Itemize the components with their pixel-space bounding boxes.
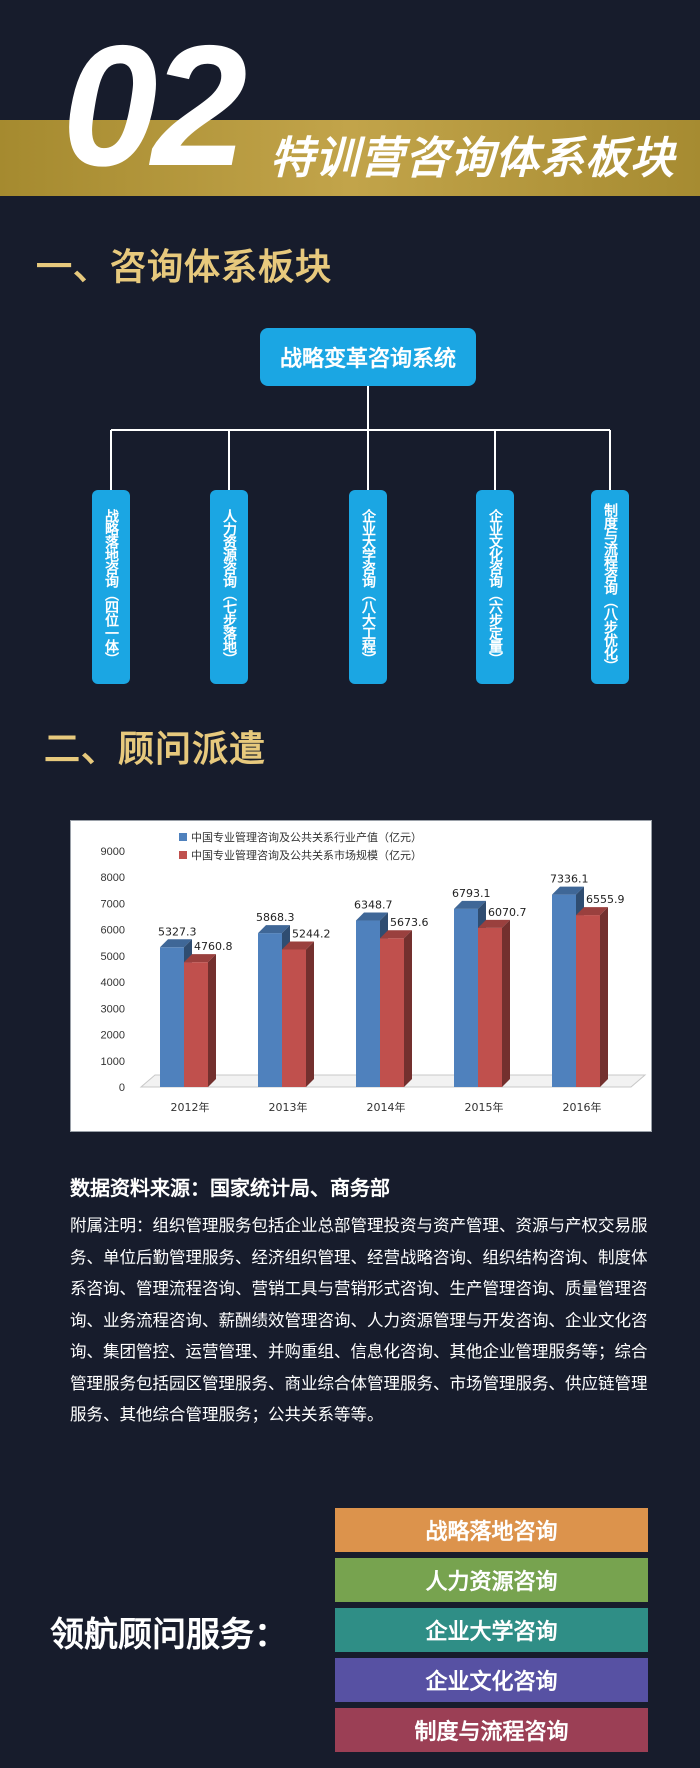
bar-top [478, 919, 510, 928]
bar-top [454, 900, 486, 909]
footnote: 附属注明：组织管理服务包括企业总部管理投资与资产管理、资源与产权交易服务、单位后… [70, 1216, 648, 1424]
bar-value-label: 5673.6 [390, 916, 429, 929]
y-tick-label: 7000 [101, 898, 125, 910]
org-root-node: 战略变革咨询系统 [260, 328, 476, 386]
bar-value-label: 5868.3 [256, 911, 295, 924]
y-tick-label: 8000 [101, 872, 125, 884]
bar-front [576, 915, 600, 1087]
data-source: 数据资料来源：国家统计局、商务部 [70, 1176, 390, 1200]
bar-front [356, 920, 380, 1087]
bar-side [502, 919, 510, 1087]
bar-front [282, 949, 306, 1087]
y-tick-label: 3000 [101, 1003, 125, 1015]
org-branch-culture: 企业文化咨询（六步定量） [476, 490, 514, 684]
title-band [0, 120, 700, 196]
x-category-label: 2014年 [367, 1100, 406, 1114]
bar-front [184, 962, 208, 1087]
org-branch-hr: 人力资源咨询（七步落地） [210, 490, 248, 684]
bar [380, 930, 412, 1087]
service-strategy-button[interactable]: 战略落地咨询 [335, 1508, 648, 1552]
bar [184, 954, 216, 1087]
bar-value-label: 5327.3 [158, 925, 197, 938]
y-tick-label: 9000 [101, 846, 125, 858]
bar-front [478, 927, 502, 1087]
y-tick-label: 4000 [101, 977, 125, 989]
bar-top [380, 930, 412, 939]
service-culture-button[interactable]: 企业文化咨询 [335, 1658, 648, 1702]
bar-value-label: 6348.7 [354, 899, 393, 912]
bar-front [552, 894, 576, 1087]
legend-entry: 中国专业管理咨询及公共关系市场规模（亿元） [191, 848, 422, 862]
y-tick-label: 6000 [101, 925, 125, 937]
industry-chart: 0 1000 2000 3000 4000 5000 6000 7000 8000 9000 中国专… [70, 820, 652, 1132]
y-tick-label: 2000 [101, 1030, 125, 1042]
org-branch-university: 企业大学咨询（八大工程） [349, 490, 387, 684]
bar-front [160, 947, 184, 1087]
services-label: 领航顾问服务： [50, 1615, 288, 1655]
service-hr-button[interactable]: 人力资源咨询 [335, 1558, 648, 1602]
bar-top [356, 912, 388, 921]
bar-top [576, 907, 608, 916]
bar-side [404, 930, 412, 1087]
bar-value-label: 6793.1 [452, 887, 491, 900]
bar-value-label: 6555.9 [586, 893, 625, 906]
bar-value-label: 6070.7 [488, 906, 527, 919]
section2-heading: 二、顾问派遣 [44, 729, 267, 770]
bar-side [208, 954, 216, 1087]
page-title: 特训营咨询体系板块 [270, 133, 675, 184]
section-number: 02 [62, 10, 247, 202]
bar-value-label: 4760.8 [194, 940, 233, 953]
bar-value-label: 5244.2 [292, 927, 331, 940]
y-tick-label: 5000 [101, 951, 125, 963]
service-university-button[interactable]: 企业大学咨询 [335, 1608, 648, 1652]
bar-side [600, 907, 608, 1087]
section1-heading: 一、咨询体系板块 [36, 247, 333, 288]
legend-swatch [179, 851, 187, 859]
legend-swatch [179, 833, 187, 841]
bar [478, 919, 510, 1087]
bar-side [306, 941, 314, 1087]
y-tick-label: 1000 [101, 1056, 125, 1068]
org-tree-connectors [110, 386, 611, 490]
bar-top [258, 925, 290, 934]
org-branch-process: 制度与流程咨询（八步优化） [591, 490, 629, 684]
bar-top [184, 954, 216, 963]
service-process-button[interactable]: 制度与流程咨询 [335, 1708, 648, 1752]
bar-top [282, 941, 314, 950]
bar-front [380, 938, 404, 1087]
bar-value-label: 7336.1 [550, 873, 589, 886]
bar [282, 941, 314, 1087]
bar [576, 907, 608, 1087]
bar-top [160, 939, 192, 948]
legend-entry: 中国专业管理咨询及公共关系行业产值（亿元） [191, 830, 422, 844]
x-category-label: 2013年 [269, 1100, 308, 1114]
x-category-label: 2016年 [563, 1100, 602, 1114]
bar-chart-svg: 0 1000 2000 3000 4000 5000 6000 7000 8000 9000 中国专… [101, 830, 647, 1114]
bar-top [552, 886, 584, 895]
bar-front [454, 908, 478, 1087]
bar-front [258, 933, 282, 1087]
x-category-label: 2012年 [171, 1100, 210, 1114]
org-branch-strategy: 战略落地咨询（四位一体） [92, 490, 130, 684]
x-category-label: 2015年 [465, 1100, 504, 1114]
y-tick-label: 0 [119, 1082, 125, 1094]
